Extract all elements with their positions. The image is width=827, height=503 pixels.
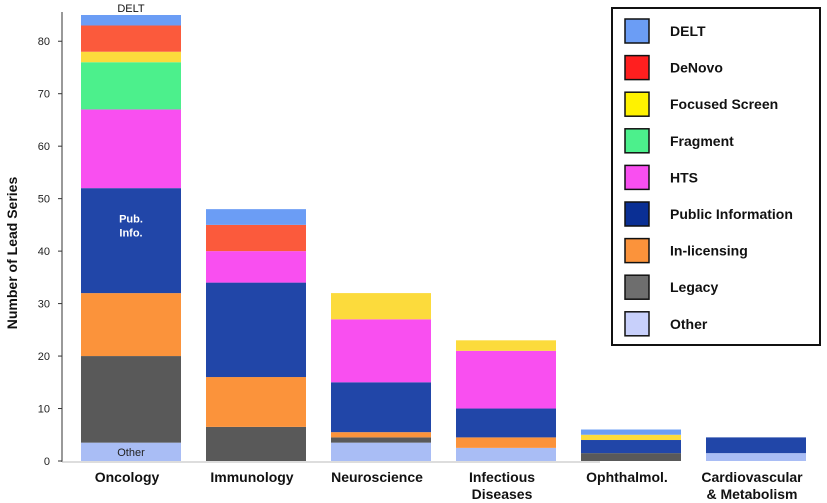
legend-swatch <box>624 311 650 337</box>
bar-segment-delt <box>206 209 306 225</box>
bar-segment-in-licensing <box>206 377 306 427</box>
bar-segment-public-information <box>456 408 556 438</box>
category-label: Cardiovascular <box>701 469 803 485</box>
bar-segment-public-information <box>581 440 681 454</box>
y-tick-label: 10 <box>38 404 50 416</box>
bar-segment-public-information <box>706 437 806 454</box>
legend-swatch <box>624 18 650 44</box>
y-tick-label: 60 <box>38 141 50 153</box>
category-label: & Metabolism <box>706 486 797 502</box>
bar-segment-legacy <box>331 437 431 443</box>
legend-label: Public Information <box>670 206 793 222</box>
y-tick-label: 30 <box>38 299 50 311</box>
category-label: Diseases <box>472 486 533 502</box>
legend-swatch <box>624 201 650 227</box>
legend-swatch <box>624 128 650 154</box>
bar-segment-other <box>456 447 556 461</box>
bar-segment-in-licensing <box>331 432 431 438</box>
annotation-label: Info. <box>119 228 142 240</box>
bar-segment-focused-screen <box>331 293 431 320</box>
legend-label: HTS <box>670 169 698 185</box>
category-labels: Oncology Immunology Neuroscience Infectious… <box>95 469 803 502</box>
y-axis-title: Number of Lead Series <box>4 177 20 330</box>
bar-segment-public-information <box>81 188 181 294</box>
y-tick-label: 70 <box>38 89 50 101</box>
bar-segment-public-information <box>206 282 306 378</box>
legend-label: In-licensing <box>670 243 748 259</box>
y-tick-label: 0 <box>44 456 50 468</box>
bar-segment-public-information <box>331 382 431 433</box>
legend-label: Focused Screen <box>670 96 778 112</box>
bar-segment-other <box>706 453 806 461</box>
bar-segment-legacy <box>581 453 681 461</box>
y-tick-label: 20 <box>38 351 50 363</box>
bar-segment-denovo <box>206 224 306 252</box>
annotation-label: DELT <box>117 3 145 15</box>
bar-segment-delt <box>81 15 181 26</box>
legend-swatch <box>624 237 650 264</box>
bar-segment-hts <box>331 319 431 383</box>
legend-label: DELT <box>670 23 706 39</box>
legend-swatch <box>624 274 650 300</box>
bar-segment-focused-screen <box>456 340 556 351</box>
annotations-group: DELT Pub. Info. Other <box>117 3 145 459</box>
category-label: Ophthalmol. <box>586 469 668 485</box>
bar-segment-in-licensing <box>456 437 556 448</box>
legend-swatch <box>624 91 650 117</box>
bar-segment-denovo <box>81 25 181 52</box>
legend-label: Fragment <box>670 133 734 149</box>
y-tick-label: 40 <box>38 246 50 258</box>
bar-segment-focused-screen <box>81 51 181 63</box>
bar-segment-hts <box>456 350 556 409</box>
bar-segment-hts <box>206 251 306 283</box>
bar-segment-hts <box>81 109 181 189</box>
bar-segment-in-licensing <box>81 293 181 357</box>
bars-group <box>81 15 806 461</box>
bar-segment-other <box>81 442 181 461</box>
category-label: Infectious <box>469 469 535 485</box>
y-tick-label: 80 <box>38 36 50 48</box>
annotation-label: Other <box>117 447 145 459</box>
legend-swatch <box>624 164 650 191</box>
annotation-label: Pub. <box>119 214 143 226</box>
category-label: Neuroscience <box>331 469 423 485</box>
bar-segment-other <box>331 442 431 461</box>
category-label: Oncology <box>95 469 160 485</box>
legend: DELT DeNovo Focused Screen Fragment HTS Publi… <box>611 7 821 346</box>
y-tick-label: 50 <box>38 194 50 206</box>
legend-label: Other <box>670 316 708 332</box>
bar-segment-focused-screen <box>581 434 681 441</box>
bar-segment-legacy <box>81 356 181 443</box>
category-label: Immunology <box>210 469 293 485</box>
legend-label: DeNovo <box>670 60 723 76</box>
bar-segment-fragment <box>81 62 181 110</box>
bar-segment-delt <box>581 429 681 435</box>
legend-label: Legacy <box>670 279 718 295</box>
bar-segment-legacy <box>206 426 306 461</box>
y-axis: 0 10 20 30 40 50 60 70 80 <box>38 12 600 468</box>
legend-swatch <box>624 54 650 81</box>
